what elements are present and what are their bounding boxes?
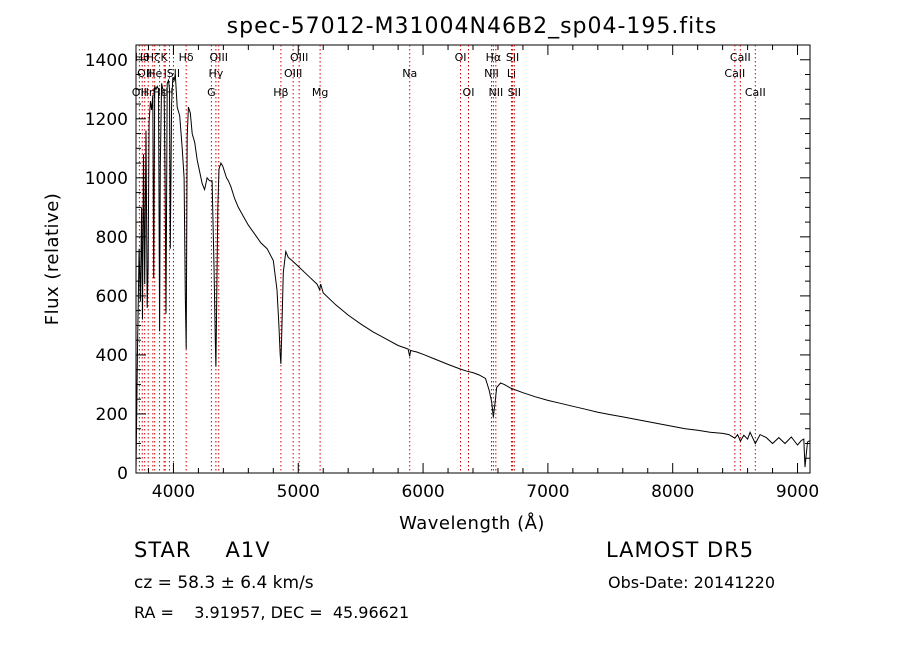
y-tick-label: 800 — [96, 228, 128, 248]
line-marker-label: Na — [402, 67, 417, 80]
line-marker-label: OI — [455, 51, 467, 64]
y-tick-label: 1200 — [85, 110, 128, 130]
line-marker-label: CaII — [730, 51, 751, 64]
x-tick-label: 6000 — [401, 482, 444, 502]
line-marker-label: K — [160, 51, 168, 64]
x-tick-label: 5000 — [277, 482, 320, 502]
line-marker-label: OII — [132, 86, 147, 99]
y-tick-label: 200 — [96, 405, 128, 425]
line-marker-label: Hα — [486, 51, 502, 64]
object-class: STAR — [134, 538, 192, 562]
x-tick-label: 9000 — [776, 482, 819, 502]
line-marker-label: G — [207, 86, 216, 99]
y-tick-label: 400 — [96, 346, 128, 366]
line-marker-label: Hη — [141, 86, 156, 99]
ra-dec-coordinates: RA = 3.91957, DEC = 45.96621 — [134, 603, 410, 622]
line-marker-label: CaII — [745, 86, 766, 99]
line-marker-label: OIII — [210, 51, 228, 64]
line-marker-label: NII — [488, 86, 503, 99]
axis-tick-layer: 4000 5000 6000 7000 8000 9000 0 200 400 600 800 100… — [85, 45, 819, 502]
object-subclass: A1V — [225, 538, 271, 562]
line-marker-label: Hθ — [135, 51, 150, 64]
y-tick-label: 600 — [96, 287, 128, 307]
chart-title: spec-57012-M31004N46B2_sp04-195.fits — [227, 14, 718, 39]
plot-frame — [135, 44, 811, 474]
line-marker-label: Mg — [312, 86, 328, 99]
x-axis-label: Wavelength (Å) — [399, 512, 545, 534]
line-marker-layer: OIIHθOIIHηHζHeHεKIHSIIHδGHγOIIIHβOIIIOII… — [132, 45, 766, 473]
line-marker-label: He — [147, 67, 162, 80]
line-marker-label: OIII — [284, 67, 302, 80]
y-tick-label: 0 — [117, 464, 128, 484]
redshift-velocity: cz = 58.3 ± 6.4 km/s — [134, 573, 314, 593]
line-marker-label: Hδ — [179, 51, 194, 64]
line-marker-label: OI — [463, 86, 475, 99]
line-marker-label: Hζ — [146, 51, 160, 64]
observation-date: Obs-Date: 20141220 — [608, 573, 776, 592]
y-tick-label: 1000 — [85, 169, 128, 189]
line-marker-label: SII — [508, 86, 521, 99]
line-marker-label: Li — [507, 67, 516, 80]
line-marker-label: CaII — [724, 67, 745, 80]
x-tick-label: 7000 — [526, 482, 569, 502]
line-marker-label: Hγ — [208, 67, 223, 80]
spectrum-line — [135, 74, 811, 472]
line-marker-label: OIII — [290, 51, 308, 64]
line-marker-label: SII — [167, 67, 180, 80]
survey-name: LAMOST DR5 — [606, 538, 755, 562]
line-marker-label: SII — [506, 51, 519, 64]
spectral-classification: STAR A1V — [134, 538, 271, 562]
y-tick-label: 1400 — [85, 51, 128, 71]
line-marker-label: Hβ — [273, 86, 288, 99]
x-tick-label: 4000 — [152, 482, 195, 502]
y-axis-label: Flux (relative) — [42, 193, 63, 326]
line-marker-label: NII — [484, 67, 499, 80]
line-marker-label: I — [164, 67, 167, 80]
x-tick-label: 8000 — [651, 482, 694, 502]
